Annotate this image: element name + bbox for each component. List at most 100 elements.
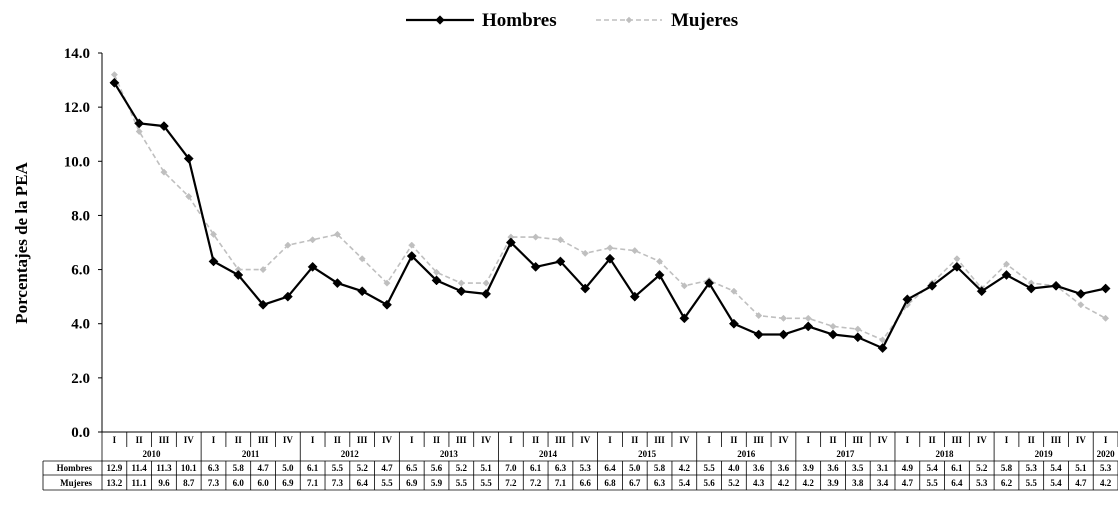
x-tick-label-quarter: IV <box>382 435 393 445</box>
table-cell-value: 4.9 <box>902 463 914 473</box>
data-point-mujeres <box>1102 314 1110 322</box>
table-cell-value: 5.3 <box>580 463 592 473</box>
table-cell-value: 11.4 <box>132 463 148 473</box>
data-point-mujeres <box>457 279 465 287</box>
data-point-hombres <box>753 329 764 340</box>
x-tick-label-quarter: III <box>952 435 963 445</box>
x-tick-label-quarter: IV <box>977 435 988 445</box>
data-point-mujeres <box>358 255 366 263</box>
x-tick-label-quarter: II <box>1028 435 1036 445</box>
x-tick-label-quarter: III <box>555 435 566 445</box>
table-cell-value: 6.0 <box>257 478 269 488</box>
data-point-mujeres <box>209 230 218 238</box>
data-point-mujeres <box>829 322 837 330</box>
x-tick-label-quarter: IV <box>878 435 889 445</box>
x-tick-label-quarter: I <box>1104 435 1108 445</box>
x-tick-label-quarter: I <box>1005 435 1009 445</box>
data-point-mujeres <box>779 314 788 322</box>
x-tick-label-year: 2015 <box>638 449 657 459</box>
x-tick-label-quarter: II <box>929 435 937 445</box>
data-point-mujeres <box>953 255 961 263</box>
table-cell-value: 5.0 <box>629 463 641 473</box>
data-point-hombres <box>629 291 640 302</box>
table-cell-value: 7.3 <box>332 478 344 488</box>
x-tick-label-quarter: IV <box>283 435 294 445</box>
table-cell-value: 6.2 <box>1001 478 1013 488</box>
table-cell-value: 5.5 <box>480 478 492 488</box>
table-cell-value: 10.1 <box>181 463 197 473</box>
data-point-hombres <box>728 318 739 329</box>
y-tick-label: 6.0 <box>71 263 90 279</box>
table-cell-value: 6.4 <box>357 478 369 488</box>
table-cell-value: 5.4 <box>1050 463 1062 473</box>
table-cell-value: 5.8 <box>233 463 245 473</box>
data-point-mujeres <box>408 241 416 249</box>
table-cell-value: 3.6 <box>753 463 765 473</box>
x-tick-label-quarter: I <box>806 435 810 445</box>
data-point-mujeres <box>631 247 639 255</box>
table-row-label: Mujeres <box>60 478 92 488</box>
data-point-hombres <box>109 77 120 88</box>
data-point-mujeres <box>606 244 614 252</box>
x-tick-label-quarter: III <box>853 435 864 445</box>
table-cell-value: 5.2 <box>357 463 369 473</box>
table-cell-value: 4.2 <box>679 463 691 473</box>
table-cell-value: 5.2 <box>456 463 468 473</box>
data-point-hombres <box>778 329 789 340</box>
y-tick-label: 10.0 <box>64 154 90 170</box>
x-tick-label-quarter: III <box>159 435 170 445</box>
x-tick-label-year: 2020 <box>1097 449 1116 459</box>
data-point-hombres <box>877 343 888 354</box>
data-point-hombres <box>1051 280 1062 291</box>
x-tick-label-quarter: I <box>906 435 910 445</box>
table-cell-value: 5.3 <box>1026 463 1038 473</box>
table-cell-value: 6.0 <box>233 478 245 488</box>
x-tick-label-quarter: II <box>235 435 243 445</box>
data-point-mujeres <box>804 314 812 322</box>
x-tick-label-quarter: I <box>212 435 216 445</box>
data-point-mujeres <box>259 266 267 274</box>
x-tick-label-quarter: IV <box>481 435 492 445</box>
data-point-hombres <box>431 275 442 286</box>
table-cell-value: 5.5 <box>381 478 393 488</box>
table-cell-value: 3.8 <box>852 478 864 488</box>
data-point-hombres <box>951 261 962 272</box>
table-cell-value: 9.6 <box>158 478 170 488</box>
y-tick-label: 12.0 <box>64 100 90 116</box>
data-point-hombres <box>282 291 293 302</box>
data-point-hombres <box>233 270 244 280</box>
data-point-mujeres <box>656 257 664 266</box>
data-point-hombres <box>1026 283 1037 294</box>
data-point-mujeres <box>680 282 688 290</box>
x-tick-label-year: 2019 <box>1035 449 1054 459</box>
table-cell-value: 4.2 <box>778 478 790 488</box>
table-cell-value: 5.5 <box>456 478 468 488</box>
data-point-hombres <box>828 329 838 340</box>
x-tick-label-quarter: III <box>753 435 764 445</box>
table-cell-value: 4.7 <box>902 478 914 488</box>
data-point-hombres <box>505 237 516 248</box>
x-tick-label-quarter: II <box>532 435 540 445</box>
table-cell-value: 6.3 <box>555 463 567 473</box>
table-cell-value: 6.3 <box>208 463 220 473</box>
data-point-mujeres <box>309 236 317 244</box>
x-tick-label-quarter: II <box>136 435 144 445</box>
data-point-hombres <box>456 286 467 297</box>
x-tick-label-year: 2013 <box>440 449 459 459</box>
data-point-mujeres <box>730 287 738 295</box>
data-point-mujeres <box>135 127 143 136</box>
table-cell-value: 6.7 <box>629 478 641 488</box>
data-point-hombres <box>530 261 541 272</box>
data-point-mujeres <box>1077 301 1085 309</box>
table-cell-value: 7.0 <box>505 463 517 473</box>
series-line-mujeres <box>113 74 1106 341</box>
data-point-hombres <box>679 313 690 324</box>
x-tick-label-year: 2017 <box>836 449 855 459</box>
table-cell-value: 7.1 <box>555 478 567 488</box>
data-point-mujeres <box>482 279 490 287</box>
table-cell-value: 5.5 <box>1026 478 1038 488</box>
table-cell-value: 5.8 <box>1001 463 1013 473</box>
y-tick-label: 8.0 <box>71 208 90 224</box>
table-cell-value: 5.5 <box>927 478 939 488</box>
x-tick-label-year: 2016 <box>737 449 756 459</box>
